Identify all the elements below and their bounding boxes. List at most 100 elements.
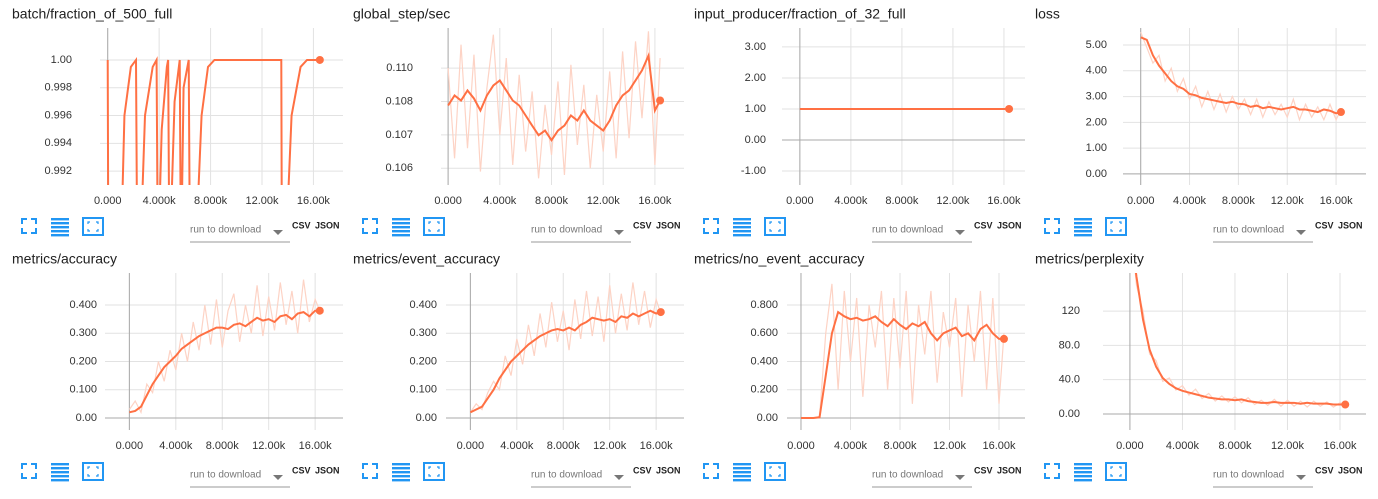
fit-domain-button[interactable] — [423, 217, 445, 236]
toggle-log-button[interactable] — [733, 463, 751, 482]
csv-link[interactable]: CSV — [974, 465, 993, 475]
fit-domain-button[interactable] — [82, 217, 104, 236]
y-tick-label: 80.0 — [1059, 339, 1080, 351]
y-tick-label: 120 — [1062, 305, 1080, 317]
y-tick-label: 2.00 — [745, 72, 766, 84]
fit-domain-button[interactable] — [1105, 462, 1127, 481]
x-tick-label: 16.00k — [1323, 440, 1357, 452]
x-tick-label: 12.00k — [933, 440, 967, 452]
fullscreen-button[interactable] — [21, 218, 37, 234]
fullscreen-button[interactable] — [21, 463, 37, 479]
fullscreen-button[interactable] — [1044, 463, 1060, 479]
y-tick-label: 1.00 — [1086, 142, 1107, 154]
fullscreen-button[interactable] — [1044, 218, 1060, 234]
run-select[interactable]: run to download — [872, 225, 972, 243]
x-tick-label: 0.000 — [116, 440, 144, 452]
x-tick-label: 0.000 — [94, 195, 122, 207]
toggle-log-button[interactable] — [733, 218, 751, 237]
x-tick-label: 8.000k — [883, 440, 917, 452]
y-tick-label: 0.00 — [416, 412, 437, 424]
plot-lines — [800, 283, 1005, 419]
raw-line — [128, 279, 321, 415]
y-tick-label: 0.00 — [1059, 408, 1080, 420]
y-tick-label: 0.100 — [69, 384, 97, 396]
json-link[interactable]: JSON — [997, 465, 1022, 475]
fullscreen-button[interactable] — [703, 463, 719, 479]
chart-panel: metrics/perplexity 0.00 40.0 80.0 120 0.000 4.… — [1035, 251, 1366, 488]
chart-title: input_producer/fraction_of_32_full — [694, 6, 906, 22]
toggle-log-button[interactable] — [392, 218, 410, 237]
json-link[interactable]: JSON — [1338, 465, 1363, 475]
csv-link[interactable]: CSV — [1315, 220, 1334, 230]
x-tick-label: 4.000k — [1173, 195, 1207, 207]
last-point — [1005, 104, 1014, 113]
y-tick-label: 0.200 — [409, 355, 437, 367]
last-point — [315, 55, 324, 64]
toggle-log-button[interactable] — [1074, 463, 1092, 482]
toggle-log-button[interactable] — [51, 463, 69, 482]
plot-lines — [128, 279, 321, 415]
y-tick-label: 0.100 — [409, 384, 437, 396]
y-tick-label: 0.00 — [76, 412, 97, 424]
last-point — [656, 308, 665, 317]
x-tick-label: 8.000k — [535, 195, 569, 207]
toggle-log-button[interactable] — [1074, 218, 1092, 237]
fit-domain-button[interactable] — [423, 462, 445, 481]
csv-link[interactable]: CSV — [292, 220, 311, 230]
csv-link[interactable]: CSV — [292, 465, 311, 475]
last-point — [1336, 108, 1345, 117]
y-tick-label: 0.300 — [409, 327, 437, 339]
x-tick-label: 4.000k — [834, 440, 868, 452]
json-link[interactable]: JSON — [315, 220, 340, 230]
y-tick-label: 0.400 — [750, 355, 778, 367]
x-tick-label: 0.000 — [787, 440, 815, 452]
csv-link[interactable]: CSV — [633, 220, 652, 230]
run-select[interactable]: run to download — [872, 470, 972, 488]
run-select[interactable]: run to download — [1213, 470, 1313, 488]
fullscreen-button[interactable] — [703, 218, 719, 234]
fullscreen-button[interactable] — [362, 218, 378, 234]
toggle-log-button[interactable] — [392, 463, 410, 482]
chart-title: metrics/event_accuracy — [353, 251, 500, 267]
json-link[interactable]: JSON — [656, 465, 681, 475]
chart-panel: metrics/accuracy 0.00 0.100 0.200 0.300 0.400… — [12, 251, 343, 488]
x-tick-label: 4.000k — [143, 195, 177, 207]
json-link[interactable]: JSON — [315, 465, 340, 475]
json-link[interactable]: JSON — [1338, 220, 1363, 230]
y-tick-label: 0.00 — [757, 412, 778, 424]
y-tick-label: 3.00 — [1086, 90, 1107, 102]
last-point — [1341, 400, 1350, 409]
json-link[interactable]: JSON — [656, 220, 681, 230]
y-tick-label: 0.107 — [385, 129, 413, 141]
toggle-log-button[interactable] — [51, 218, 69, 237]
run-select-label: run to download — [190, 470, 261, 481]
x-tick-label: 12.00k — [252, 440, 286, 452]
run-select[interactable]: run to download — [190, 225, 290, 243]
x-tick-label: 16.00k — [638, 195, 672, 207]
y-tick-label: 0.300 — [69, 327, 97, 339]
x-tick-label: 8.000k — [547, 440, 581, 452]
run-select[interactable]: run to download — [190, 470, 290, 488]
fullscreen-button[interactable] — [362, 463, 378, 479]
run-select[interactable]: run to download — [531, 225, 631, 243]
fit-domain-button[interactable] — [764, 217, 786, 236]
csv-link[interactable]: CSV — [633, 465, 652, 475]
fit-domain-button[interactable] — [1105, 217, 1127, 236]
plot-lines — [106, 56, 320, 185]
run-select-label: run to download — [531, 225, 602, 236]
csv-link[interactable]: CSV — [974, 220, 993, 230]
last-point — [999, 334, 1008, 343]
y-tick-label: 0.800 — [750, 299, 778, 311]
y-tick-label: 3.00 — [745, 41, 766, 53]
run-select-label: run to download — [1213, 225, 1284, 236]
json-link[interactable]: JSON — [997, 220, 1022, 230]
x-tick-label: 16.00k — [640, 440, 674, 452]
fit-domain-button[interactable] — [82, 462, 104, 481]
y-tick-label: 0.600 — [750, 327, 778, 339]
fit-domain-button[interactable] — [764, 462, 786, 481]
run-select[interactable]: run to download — [1213, 225, 1313, 243]
csv-link[interactable]: CSV — [1315, 465, 1334, 475]
y-tick-label: 0.400 — [69, 299, 97, 311]
run-select[interactable]: run to download — [531, 470, 631, 488]
x-tick-label: 12.00k — [587, 195, 621, 207]
